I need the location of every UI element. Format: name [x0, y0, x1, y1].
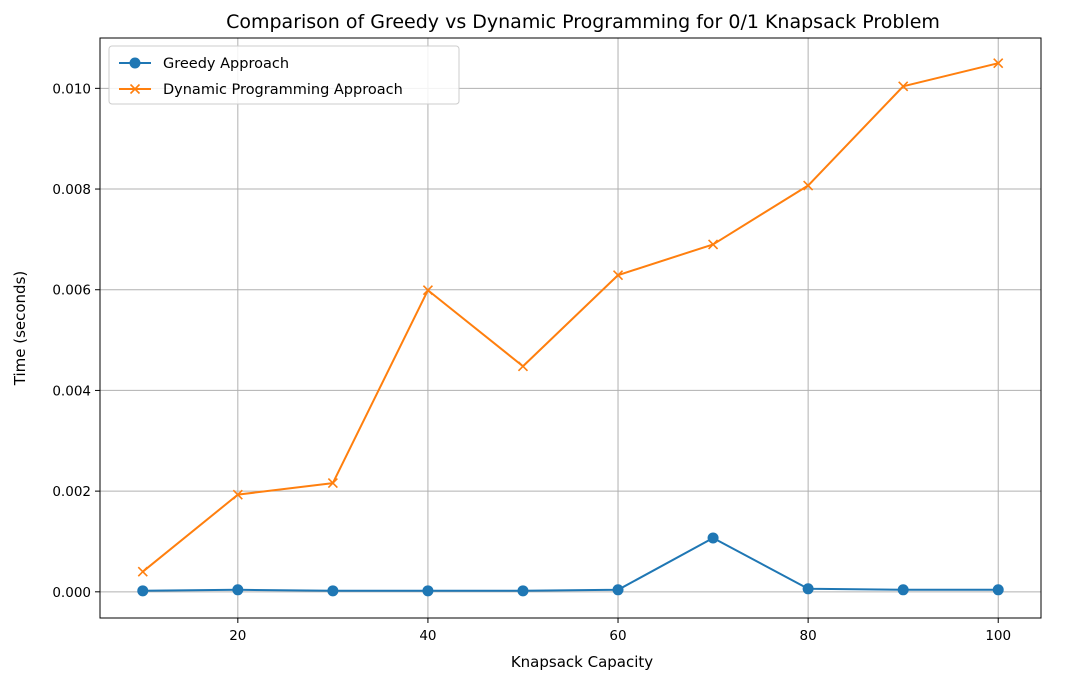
data-point	[803, 180, 814, 191]
data-point	[232, 489, 243, 500]
data-point	[802, 583, 814, 595]
x-tick-label: 20	[229, 628, 246, 644]
x-tick-label: 100	[985, 628, 1011, 644]
data-point	[897, 584, 909, 596]
y-tick-label: 0.008	[52, 182, 91, 198]
data-point	[993, 58, 1004, 69]
data-point	[898, 81, 909, 92]
x-axis-label: Knapsack Capacity	[511, 653, 653, 671]
y-axis-label: Time (seconds)	[11, 271, 29, 387]
series-lines	[142, 62, 999, 592]
y-ticks: 0.000 0.002 0.004 0.006 0.008 0.010	[52, 81, 100, 601]
data-point	[327, 478, 338, 489]
data-point	[137, 585, 149, 597]
data-point	[707, 532, 719, 544]
legend-label: Dynamic Programming Approach	[163, 82, 403, 98]
data-point	[517, 585, 529, 597]
legend-marker	[129, 57, 141, 69]
y-tick-label: 0.002	[52, 484, 91, 500]
x-tick-label: 40	[419, 628, 436, 644]
data-point	[612, 584, 624, 596]
grid	[100, 38, 1041, 618]
data-point	[232, 584, 244, 596]
x-tick-label: 60	[609, 628, 626, 644]
y-tick-label: 0.006	[52, 283, 91, 299]
data-point	[327, 585, 339, 597]
x-ticks: 20 40 60 80 100	[229, 618, 1011, 644]
data-point	[612, 270, 624, 281]
data-point	[137, 566, 148, 577]
y-tick-label: 0.004	[52, 383, 91, 399]
data-point	[992, 584, 1004, 596]
legend-entry: Greedy Approach	[119, 56, 289, 72]
legend-box	[108, 45, 460, 105]
series-markers	[137, 58, 1004, 597]
series-line-1	[142, 62, 999, 573]
legend-label: Greedy Approach	[163, 56, 289, 72]
data-point	[708, 239, 719, 250]
data-point	[517, 361, 529, 372]
chart-title: Comparison of Greedy vs Dynamic Programm…	[226, 11, 940, 33]
y-tick-label: 0.000	[52, 585, 91, 601]
series-line-0	[142, 536, 999, 592]
plot-frame	[99, 37, 1042, 619]
data-point	[422, 285, 433, 296]
legend-entry: Dynamic Programming Approach	[119, 82, 403, 98]
legend-marker	[129, 83, 141, 95]
y-tick-label: 0.010	[52, 81, 91, 97]
x-tick-label: 80	[800, 628, 817, 644]
legend: Greedy Approach Dynamic Programming Appro…	[108, 45, 460, 105]
data-point	[422, 585, 434, 597]
